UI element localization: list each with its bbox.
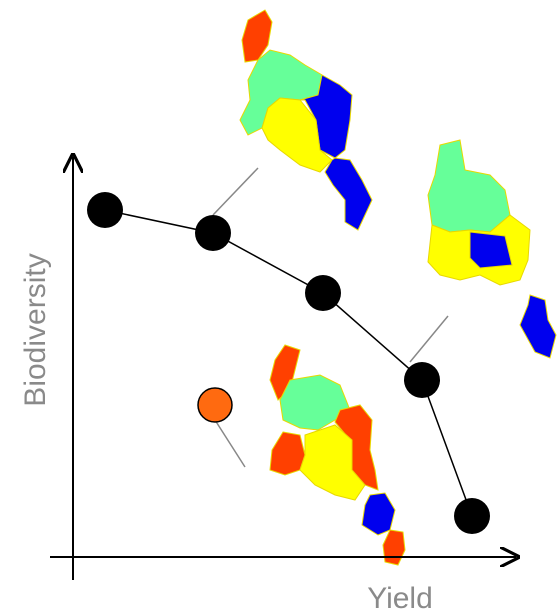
map-right	[428, 140, 556, 358]
y-axis-label: Biodiversity	[19, 253, 52, 406]
map-top	[240, 10, 372, 230]
current-point	[198, 388, 232, 422]
diagram: Biodiversity Yield	[0, 0, 560, 615]
page: {"axes": {"x_label": "Yield", "y_label":…	[0, 0, 560, 615]
x-axis-label: Yield	[367, 582, 433, 615]
map-bottom	[270, 345, 405, 565]
